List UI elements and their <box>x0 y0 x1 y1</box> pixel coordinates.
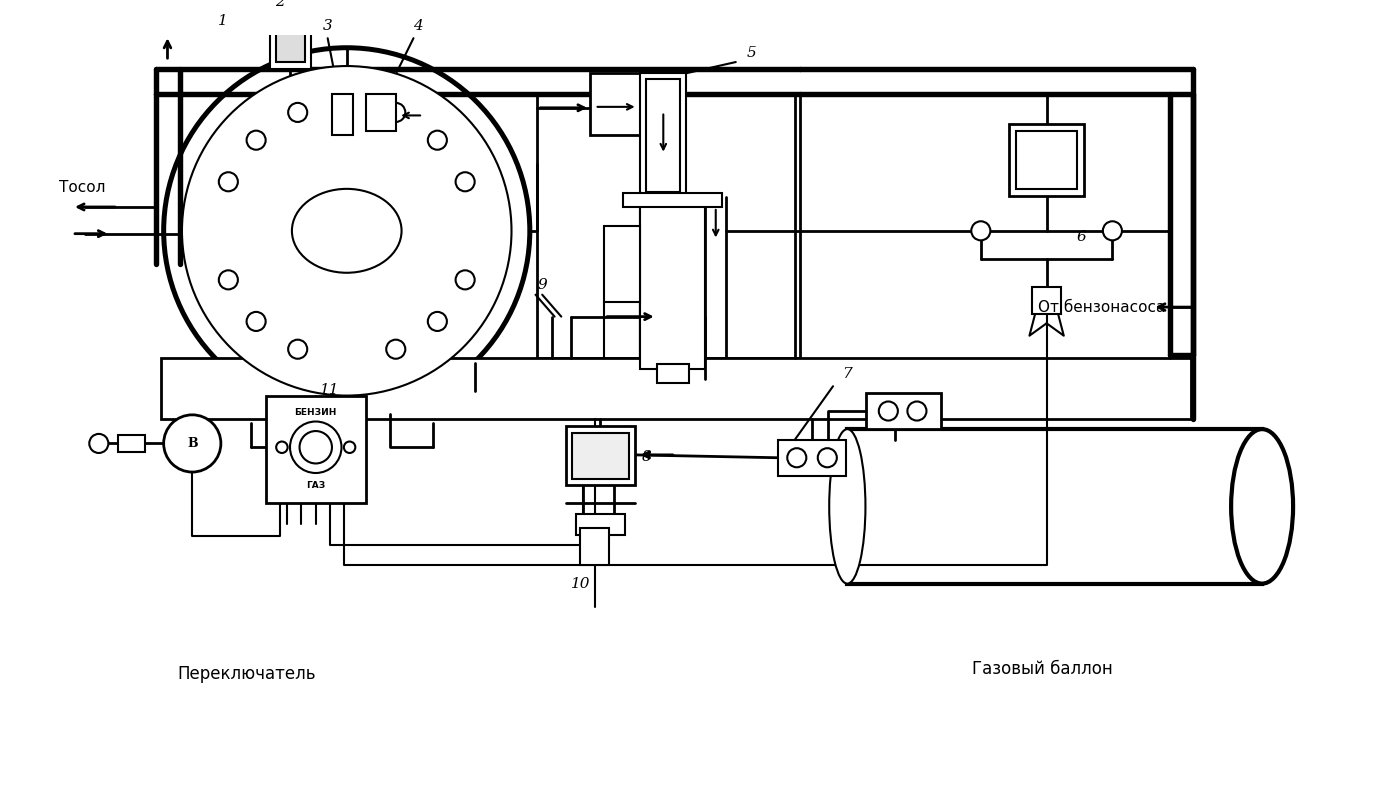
Bar <box>333 95 353 134</box>
Circle shape <box>219 270 237 289</box>
Bar <box>571 433 629 479</box>
Ellipse shape <box>293 189 402 273</box>
Text: 2: 2 <box>275 0 284 9</box>
Circle shape <box>428 312 447 331</box>
Circle shape <box>164 47 530 414</box>
Circle shape <box>972 221 991 240</box>
Text: От бензонасоса: От бензонасоса <box>1038 299 1165 314</box>
Text: 6: 6 <box>1076 231 1086 244</box>
Text: 4: 4 <box>414 19 424 33</box>
Text: БЕНЗИН: БЕНЗИН <box>294 408 337 417</box>
Text: Газовый баллон: Газовый баллон <box>973 660 1114 679</box>
Bar <box>537 95 799 358</box>
Text: Переключатель: Переключатель <box>178 665 316 683</box>
Bar <box>117 435 145 452</box>
Circle shape <box>288 103 308 122</box>
Text: Тосол: Тосол <box>59 180 105 195</box>
Circle shape <box>290 422 341 473</box>
Circle shape <box>276 442 287 453</box>
Circle shape <box>386 103 406 122</box>
Text: ГАЗ: ГАЗ <box>306 481 326 490</box>
Bar <box>646 79 680 192</box>
Text: 9: 9 <box>537 278 546 292</box>
Circle shape <box>455 172 475 191</box>
Text: 11: 11 <box>320 383 339 397</box>
Bar <box>604 226 640 303</box>
Bar <box>1032 287 1061 314</box>
Circle shape <box>344 442 355 453</box>
Circle shape <box>299 431 333 464</box>
Bar <box>266 396 366 502</box>
Text: 1: 1 <box>218 14 228 28</box>
Circle shape <box>1103 221 1122 240</box>
Ellipse shape <box>829 429 865 584</box>
Bar <box>581 529 609 565</box>
Circle shape <box>386 340 406 359</box>
Bar <box>366 95 396 130</box>
Circle shape <box>879 401 898 420</box>
Bar <box>867 393 941 429</box>
Bar <box>270 21 310 69</box>
Circle shape <box>247 312 266 331</box>
Circle shape <box>288 340 308 359</box>
Circle shape <box>455 270 475 289</box>
Circle shape <box>818 448 836 467</box>
Text: 5: 5 <box>747 46 756 59</box>
Circle shape <box>219 172 237 191</box>
Bar <box>161 358 1191 419</box>
Circle shape <box>908 401 926 420</box>
Circle shape <box>182 66 512 396</box>
Bar <box>276 28 305 62</box>
Bar <box>624 193 722 207</box>
Text: 10: 10 <box>570 577 591 591</box>
Circle shape <box>787 448 806 467</box>
Bar <box>847 429 1263 584</box>
Bar <box>640 73 686 198</box>
Circle shape <box>428 130 447 150</box>
Circle shape <box>90 434 109 453</box>
Bar <box>778 439 846 476</box>
Ellipse shape <box>1231 429 1293 584</box>
Text: B: B <box>186 437 197 450</box>
Circle shape <box>164 415 221 472</box>
Bar <box>566 427 635 485</box>
Bar <box>575 514 625 535</box>
Text: 3: 3 <box>323 19 333 33</box>
Circle shape <box>247 130 266 150</box>
Bar <box>1009 124 1083 196</box>
Bar <box>1016 130 1078 189</box>
Bar <box>657 364 689 383</box>
Bar <box>589 73 642 135</box>
Text: 8: 8 <box>642 450 651 464</box>
Text: 7: 7 <box>842 367 853 381</box>
Bar <box>640 198 705 369</box>
